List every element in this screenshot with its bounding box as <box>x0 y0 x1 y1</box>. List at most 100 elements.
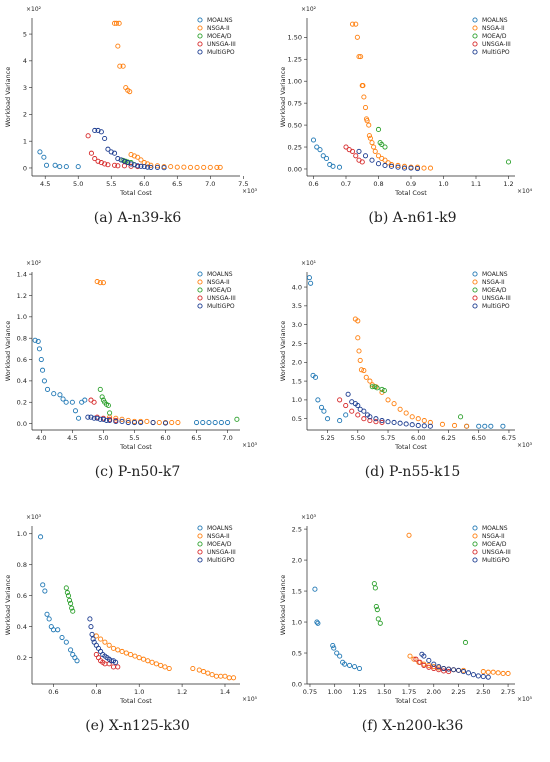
data-point <box>320 153 326 159</box>
data-point <box>44 611 50 617</box>
chart-panel: 4.5 5.0 5.5 6.0 6.5 7.0 7.5 0 1 2 3 4 5 Total Cost Wor… <box>0 0 275 254</box>
data-point <box>102 135 108 142</box>
x-multiplier: ×10⁴ <box>517 188 533 195</box>
legend-marker <box>197 295 203 301</box>
data-point <box>397 420 403 426</box>
legend-marker <box>472 271 478 277</box>
data-point <box>318 404 325 410</box>
data-point <box>357 357 363 363</box>
data-point <box>69 605 75 611</box>
x-axis-title: Total Cost <box>119 697 152 705</box>
data-point <box>427 165 434 171</box>
x-tick-label: 2.25 <box>451 688 465 696</box>
data-point <box>32 337 38 343</box>
data-point <box>446 669 452 675</box>
x-tick-label: 5.25 <box>320 434 334 442</box>
y-axis-title: Workload Variance <box>279 575 287 636</box>
legend-label: MOEA/D <box>207 541 232 548</box>
data-point <box>451 422 458 429</box>
data-point <box>323 155 330 161</box>
data-point <box>379 141 385 147</box>
data-point <box>431 661 437 667</box>
data-point <box>458 414 464 420</box>
data-point <box>94 415 100 421</box>
data-point <box>361 408 367 414</box>
data-point <box>212 419 218 426</box>
data-point <box>149 659 155 665</box>
data-point <box>74 658 80 664</box>
y-tick-label: 0 <box>23 164 27 172</box>
data-point <box>59 634 65 641</box>
y-tick-label: 1.5 <box>292 377 302 385</box>
legend-label: MOALNS <box>482 525 508 532</box>
x-tick-label: 0.75 <box>303 688 317 696</box>
data-point <box>426 662 432 668</box>
chart-panel: 5.25 5.50 5.75 6.00 6.25 6.50 6.75 0.5 1.0 1.5 2.0… <box>275 254 550 508</box>
data-point <box>349 408 355 414</box>
x-tick-label: 1.2 <box>503 180 513 188</box>
data-point <box>374 385 380 391</box>
data-point <box>367 135 373 141</box>
data-point <box>194 164 200 170</box>
data-point <box>353 21 359 27</box>
data-point <box>123 650 129 656</box>
y-tick-label: 4 <box>23 57 27 65</box>
data-point <box>125 417 131 423</box>
data-point <box>68 600 74 607</box>
data-point <box>120 63 126 69</box>
data-point <box>465 670 471 676</box>
data-point <box>68 647 74 653</box>
data-point <box>343 402 349 409</box>
data-point <box>334 650 340 656</box>
data-point <box>362 104 369 111</box>
subfigure-caption: (c) P-n50-k7 <box>94 464 181 480</box>
data-point <box>98 636 104 642</box>
y-tick-label: 0.50 <box>288 121 302 129</box>
data-point <box>100 280 106 286</box>
x-tick-label: 1.25 <box>352 688 366 696</box>
y-tick-label: 4.0 <box>292 283 302 291</box>
data-point <box>88 414 94 420</box>
y-tick-label: 0.0 <box>17 420 27 428</box>
legend-label: UNSGA-III <box>207 295 236 302</box>
scatter-chart: 4.5 5.0 5.5 6.0 6.5 7.0 7.5 0 1 2 3 4 5 Total Cost Wor… <box>4 6 258 197</box>
data-point <box>381 387 387 394</box>
data-point <box>314 144 320 150</box>
x-tick-label: 0.6 <box>48 688 58 696</box>
legend-label: MOEA/D <box>482 33 507 40</box>
data-point <box>362 153 369 159</box>
subfigure-caption: (b) A-n61-k9 <box>368 210 457 226</box>
x-tick-label: 6.00 <box>411 434 425 442</box>
data-point <box>369 157 375 163</box>
data-point <box>92 156 98 162</box>
x-tick-label: 5.5 <box>106 180 116 188</box>
data-point <box>111 162 118 168</box>
data-point <box>377 620 383 626</box>
legend-marker <box>197 25 203 31</box>
x-tick-label: 0.7 <box>341 180 351 188</box>
data-point <box>213 673 219 679</box>
data-point <box>140 656 147 662</box>
subfigure-caption: (f) X-n200-k36 <box>361 718 464 734</box>
x-tick-label: 7.5 <box>238 180 248 188</box>
data-point <box>42 588 48 594</box>
data-point <box>367 414 373 420</box>
data-point <box>409 422 415 428</box>
data-point <box>154 164 161 170</box>
y-multiplier: ×10³ <box>26 514 42 521</box>
data-point <box>76 415 82 421</box>
x-tick-label: 5.5 <box>129 434 139 442</box>
data-point <box>388 162 395 168</box>
data-point <box>89 631 95 637</box>
data-point <box>161 165 167 171</box>
y-tick-label: 0.6 <box>17 356 27 364</box>
data-point <box>145 164 151 170</box>
data-point <box>69 399 75 405</box>
x-tick-label: 6.75 <box>502 434 516 442</box>
data-point <box>209 672 215 678</box>
data-point <box>38 356 44 363</box>
data-point <box>366 122 372 128</box>
y-tick-label: 2.5 <box>292 340 302 348</box>
y-tick-label: 2.0 <box>292 556 302 564</box>
data-point <box>337 653 343 659</box>
